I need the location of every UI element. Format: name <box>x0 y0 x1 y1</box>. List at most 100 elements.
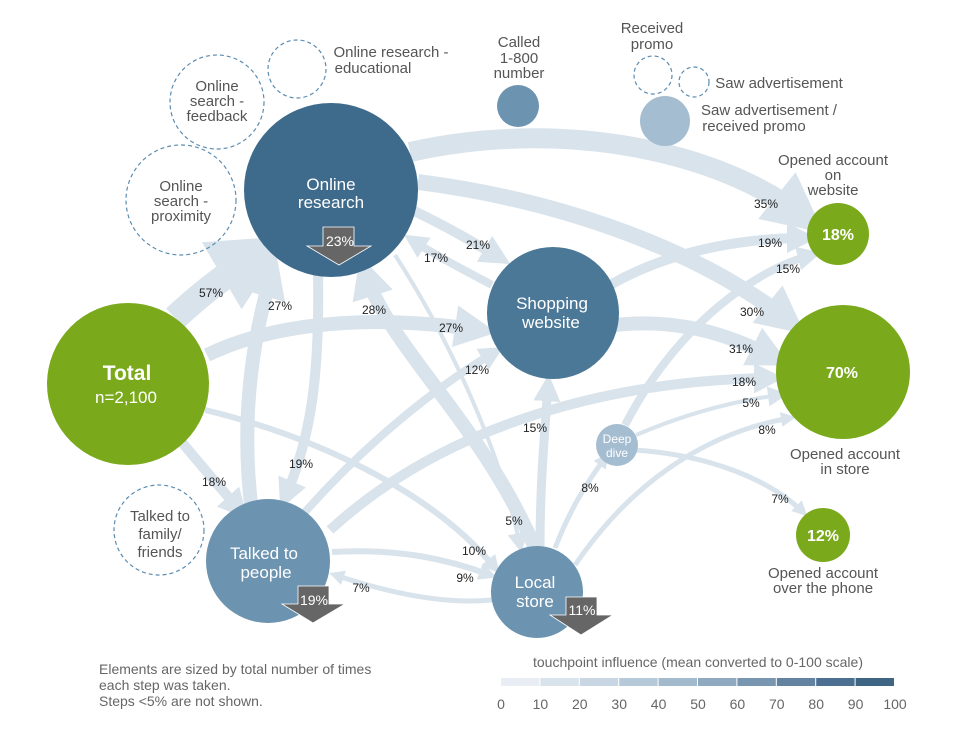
called-800-label-2: 1-800 <box>500 50 538 67</box>
label-online-instore: 30% <box>740 305 764 319</box>
local-store-drop-arrow <box>548 596 615 636</box>
legend-swatch <box>501 678 540 686</box>
online-educational-label-2: educational <box>335 60 412 77</box>
shopping-website-label-1: Shopping <box>516 294 588 313</box>
flow-paths <box>166 128 824 604</box>
online-research-circle <box>244 103 418 277</box>
online-research-label-1: Online <box>306 175 355 194</box>
legend-tick-label: 0 <box>497 696 505 712</box>
label-deep-web: 15% <box>776 262 800 276</box>
legend-tick-label: 70 <box>769 696 785 712</box>
total-subtitle: n=2,100 <box>95 388 157 407</box>
flow-shop-web <box>607 223 817 290</box>
opened-store-label-2: in store <box>820 461 869 478</box>
label-shop-web: 19% <box>758 236 782 250</box>
called-800-circle <box>497 85 539 127</box>
local-store-label-2: store <box>516 592 554 611</box>
legend-swatch <box>540 678 579 686</box>
online-feedback-circle <box>169 54 265 150</box>
called-800-label-1: Called <box>498 34 541 51</box>
opened-website-label-1: Opened account <box>778 152 889 169</box>
talked-family-circle <box>113 484 205 576</box>
opened-phone-label-2: over the phone <box>773 580 873 597</box>
label-deep-phone: 7% <box>771 492 789 506</box>
flow-deep-web <box>621 246 822 427</box>
opened-store-circle <box>776 305 910 439</box>
local-store-node: Local store 11% <box>491 546 615 638</box>
minor-touchpoints: Online research - educational Online sea… <box>113 20 844 576</box>
flow-shop-instore <box>614 316 790 366</box>
local-store-label-1: Local <box>515 573 556 592</box>
label-store-instore: 8% <box>758 423 776 437</box>
label-online-store: 5% <box>505 514 523 528</box>
saw-ad-promo-label-2: received promo <box>702 118 805 135</box>
talked-people-drop-arrow <box>280 585 347 624</box>
label-store-online: 28% <box>362 303 386 317</box>
online-proximity-circle <box>125 144 237 256</box>
opened-store-node: 70% Opened account in store <box>776 305 910 478</box>
opened-phone-circle <box>796 508 850 562</box>
legend-swatch <box>579 678 619 686</box>
footnote: Elements are sized by total number of ti… <box>99 661 429 709</box>
flow-store-deep <box>552 453 609 549</box>
legend-swatch <box>619 678 658 686</box>
footnote-line-2: each step was taken. <box>99 677 231 693</box>
deep-dive-circle <box>596 424 638 466</box>
legend-tick-label: 80 <box>808 696 824 712</box>
total-title: Total <box>103 362 152 385</box>
flow-total-online <box>166 236 289 328</box>
flow-percent-labels: 57% 27% 28% 19% 18% 21% 17% 27% 12% 15% … <box>199 197 800 595</box>
deep-dive-node: Deep dive <box>596 424 638 466</box>
shopping-website-node: Shopping website <box>487 247 619 379</box>
small-touchpoints: Called 1-800 number Saw advertisement / … <box>494 34 838 146</box>
label-talked-instore: 18% <box>732 375 756 389</box>
label-online-shop: 21% <box>466 238 490 252</box>
talked-family-label-2: family/ <box>138 526 182 543</box>
shopping-website-label-2: website <box>521 313 580 332</box>
talked-family-label-3: friends <box>137 544 182 561</box>
legend-swatch <box>698 678 737 686</box>
talked-people-badge: 19% <box>300 592 328 608</box>
legend-tick-label: 40 <box>651 696 667 712</box>
opened-website-node: 18% Opened account on website <box>778 152 889 265</box>
received-promo-label-1: Received <box>621 20 684 37</box>
legend-color-scale <box>501 678 894 686</box>
flow-online-web <box>407 128 824 233</box>
saw-ad-promo-label-1: Saw advertisement / <box>701 102 838 119</box>
label-talked-store: 10% <box>462 544 486 558</box>
legend-tick-label: 90 <box>848 696 864 712</box>
label-shop-online: 17% <box>424 251 448 265</box>
label-online-talked: 19% <box>289 457 313 471</box>
online-educational-label-1: Online research - <box>333 44 448 61</box>
footnote-line-3: Steps <5% are not shown. <box>99 693 263 709</box>
flow-talked-instore <box>326 363 784 534</box>
label-talked-online: 27% <box>268 299 292 313</box>
legend-tick-label: 10 <box>533 696 549 712</box>
flow-shop-online <box>403 234 494 289</box>
talked-people-label-1: Talked to <box>230 544 298 563</box>
flow-store-talked <box>329 570 493 604</box>
label-shop-instore: 31% <box>729 342 753 356</box>
online-research-label-2: research <box>298 193 364 212</box>
online-feedback-label-3: feedback <box>187 108 248 125</box>
online-research-drop-arrow <box>305 226 373 266</box>
flow-talked-store <box>331 548 497 580</box>
deep-dive-label-2: dive <box>606 446 628 460</box>
total-node: Total n=2,100 <box>47 303 209 465</box>
legend-tick-label: 50 <box>690 696 706 712</box>
online-proximity-label-2: search - <box>154 193 208 210</box>
label-deep-instore: 5% <box>742 396 760 410</box>
opened-store-value: 70% <box>826 365 858 382</box>
online-research-node: Online research 23% <box>244 103 418 277</box>
flow-total-shop <box>203 305 497 362</box>
opened-website-value: 18% <box>822 227 854 244</box>
legend-ticks: 0 10 20 30 40 50 60 70 80 90 100 <box>497 696 907 712</box>
legend-swatch <box>776 678 816 686</box>
flow-online-instore <box>416 174 805 334</box>
flow-deep-phone <box>634 447 808 517</box>
online-research-badge: 23% <box>326 233 354 249</box>
label-store-shop: 15% <box>523 421 547 435</box>
flow-total-talked <box>176 436 249 519</box>
legend-tick-label: 60 <box>730 696 746 712</box>
saw-ad-circle <box>678 66 710 98</box>
